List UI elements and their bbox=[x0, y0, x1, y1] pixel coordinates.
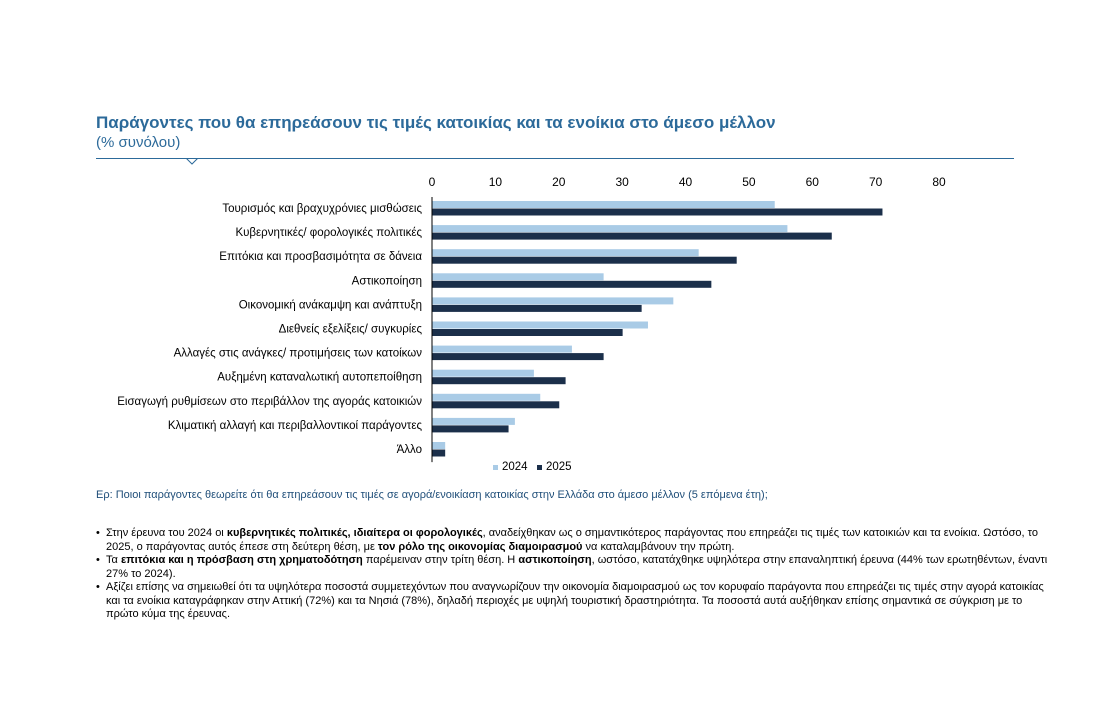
category-label: Άλλο bbox=[397, 444, 422, 456]
title-divider-notch bbox=[186, 158, 198, 165]
x-tick-label: 50 bbox=[742, 175, 756, 189]
survey-question: Ερ: Ποιοι παράγοντες θεωρείτε ότι θα επη… bbox=[96, 489, 768, 501]
finding-emphasis: αστικοποίηση bbox=[518, 554, 592, 566]
finding-emphasis: τον ρόλο της οικονομίας διαμοιρασμού bbox=[377, 540, 583, 553]
title-divider bbox=[96, 158, 1014, 159]
bar-2025 bbox=[432, 329, 623, 336]
bar-2024 bbox=[432, 369, 534, 377]
chart-subtitle: (% συνόλου) bbox=[96, 134, 181, 151]
category-label: Τουρισμός και βραχυχρόνιες μισθώσεις bbox=[222, 203, 422, 215]
legend-label: 2025 bbox=[546, 461, 572, 473]
bar-2025 bbox=[432, 353, 604, 361]
bar-2024 bbox=[432, 201, 775, 208]
x-tick-label: 60 bbox=[806, 175, 820, 189]
category-label: Οικονομική ανάκαμψη και ανάπτυξη bbox=[239, 299, 422, 311]
category-label: Αλλαγές στις ανάγκες/ προτιμήσεις των κα… bbox=[174, 348, 423, 360]
finding-emphasis: επιτόκια και η πρόσβαση στη χρηματοδότησ… bbox=[120, 554, 363, 566]
bar-2025 bbox=[432, 304, 642, 312]
x-tick-label: 0 bbox=[429, 175, 436, 189]
bar-2024 bbox=[432, 273, 604, 281]
bar-2025 bbox=[432, 449, 446, 457]
finding-text: να καταλαμβάνουν την πρώτη. bbox=[582, 540, 735, 553]
finding-text: , ωστόσο, κατατάχθηκε υψηλότερα στην επα… bbox=[106, 554, 1048, 580]
bar-2024 bbox=[432, 297, 674, 305]
finding-text: Τα bbox=[106, 554, 121, 566]
finding-text: , αναδείχθηκαν ως ο σημαντικότερος παράγ… bbox=[106, 527, 1038, 553]
finding-text: Αξίζει επίσης να σημειωθεί ότι τα υψηλότ… bbox=[106, 581, 1044, 620]
findings-list: Στην έρευνα του 2024 οι κυβερνητικές πολ… bbox=[96, 527, 1056, 622]
x-tick-label: 30 bbox=[615, 175, 629, 189]
finding-item: Στην έρευνα του 2024 οι κυβερνητικές πολ… bbox=[96, 527, 1056, 554]
bar-2025 bbox=[432, 280, 712, 288]
finding-item: Αξίζει επίσης να σημειωθεί ότι τα υψηλότ… bbox=[96, 581, 1056, 622]
category-label: Διεθνείς εξελίξεις/ συγκυρίες bbox=[279, 324, 423, 336]
bar-2024 bbox=[432, 417, 515, 425]
bar-2024 bbox=[432, 442, 446, 449]
category-label: Εισαγωγή ρυθμίσεων στο περιβάλλον της αγ… bbox=[117, 396, 422, 408]
bar-2024 bbox=[432, 225, 788, 233]
finding-text: Στην έρευνα του 2024 οι bbox=[106, 527, 227, 539]
legend-swatch-2025 bbox=[537, 465, 542, 470]
category-label: Αστικοποίηση bbox=[352, 275, 422, 287]
legend-swatch-2024 bbox=[493, 465, 498, 470]
bar-2025 bbox=[432, 232, 832, 240]
x-tick-label: 80 bbox=[932, 175, 946, 189]
category-label: Αυξημένη καταναλωτική αυτοπεποίθηση bbox=[217, 372, 422, 384]
bar-2025 bbox=[432, 425, 509, 433]
finding-item: Τα επιτόκια και η πρόσβαση στη χρηματοδό… bbox=[96, 554, 1056, 581]
x-tick-label: 10 bbox=[489, 175, 503, 189]
x-tick-label: 70 bbox=[869, 175, 883, 189]
category-label: Κυβερνητικές/ φορολογικές πολιτικές bbox=[235, 227, 422, 239]
bar-2024 bbox=[432, 249, 699, 257]
bar-2024 bbox=[432, 321, 648, 329]
legend-label: 2024 bbox=[502, 461, 528, 473]
bar-2024 bbox=[432, 393, 541, 401]
bar-2025 bbox=[432, 256, 737, 264]
x-tick-label: 40 bbox=[679, 175, 693, 189]
category-label: Κλιματική αλλαγή και περιβαλλοντικοί παρ… bbox=[168, 420, 423, 432]
chart-title: Παράγοντες που θα επηρεάσουν τις τιμές κ… bbox=[96, 113, 776, 132]
category-label: Επιτόκια και προσβασιμότητα σε δάνεια bbox=[219, 251, 422, 263]
bar-2025 bbox=[432, 377, 566, 385]
bar-2024 bbox=[432, 345, 572, 353]
bar-2025 bbox=[432, 208, 883, 216]
bar-2025 bbox=[432, 401, 560, 409]
finding-text: παρέμειναν στην τρίτη θέση. Η bbox=[362, 554, 519, 566]
x-tick-label: 20 bbox=[552, 175, 566, 189]
finding-emphasis: κυβερνητικές πολιτικές, ιδιαίτερα οι φορ… bbox=[226, 527, 483, 539]
